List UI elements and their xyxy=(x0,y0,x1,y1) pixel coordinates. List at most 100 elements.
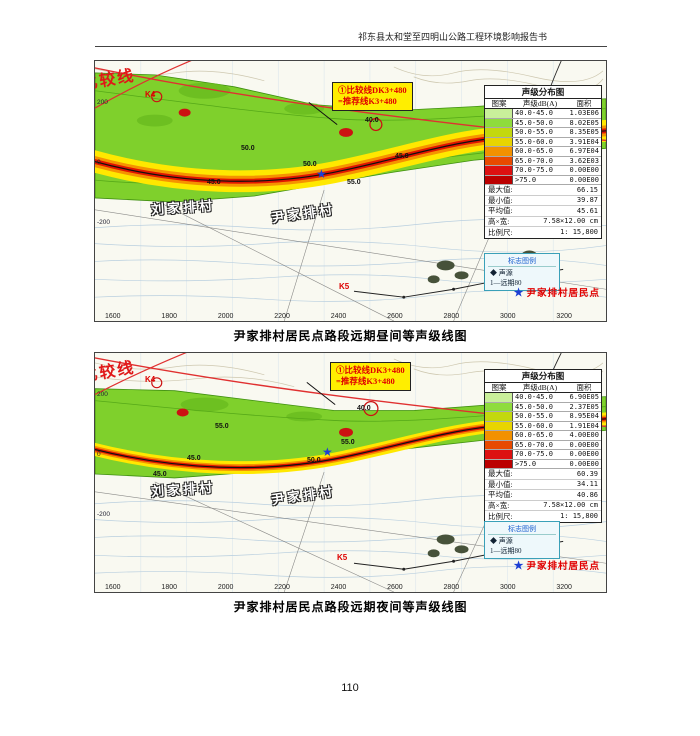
resident-point-label: ★ 尹家排村居民点 xyxy=(514,285,600,299)
x-axis-tick: 2200 xyxy=(274,313,290,320)
legend-row: 45.0-50.0 8.02E05 xyxy=(485,118,601,129)
stat-label: 高×宽: xyxy=(488,500,510,510)
legend-row: 70.0-75.0 0.00E00 xyxy=(485,166,601,176)
contour-label: 40.0 xyxy=(357,405,371,412)
legend-range: 60.0-65.0 xyxy=(515,147,553,156)
x-axis-tick: 3000 xyxy=(499,584,516,591)
mark-legend-title: 标志图例 xyxy=(488,256,556,267)
legend-swatch xyxy=(485,459,513,469)
legend-area: 8.95E04 xyxy=(569,412,599,421)
legend-row: 40.0-45.0 6.90E05 xyxy=(485,393,601,403)
legend-col-level: 声级dB(A) xyxy=(522,99,558,109)
contour-label: 55.0 xyxy=(215,423,229,430)
legend-area: 0.00E00 xyxy=(569,440,599,449)
stat-value: 60.39 xyxy=(576,469,598,478)
map-day: 比较线 ①比较线DK3+480 =推荐线K3+480 刘家排村 尹家排村 50.… xyxy=(94,60,607,322)
legend-row: 65.0-70.0 3.62E03 xyxy=(485,156,601,167)
station-marker-k4: K4 xyxy=(145,375,156,384)
x-axis-tick: 1800 xyxy=(161,584,177,591)
resident-label-text: 尹家排村居民点 xyxy=(526,289,600,299)
legend-range: 55.0-60.0 xyxy=(515,137,553,146)
legend-row: 50.0-55.0 8.95E04 xyxy=(485,412,601,422)
legend-range: 70.0-75.0 xyxy=(515,166,553,175)
legend-area: 8.35E05 xyxy=(569,128,599,137)
legend-range: 50.0-55.0 xyxy=(515,412,553,421)
mark-legend-item-period: 1—远期80 xyxy=(490,279,522,287)
legend-stat-max: 最大值: 66.15 xyxy=(485,185,601,196)
contour-label: 45.0 xyxy=(395,153,409,160)
x-axis-tick: 3200 xyxy=(556,313,572,320)
x-axis-tick: 2800 xyxy=(443,584,460,591)
legend-area: 0.00E00 xyxy=(569,166,599,175)
mark-legend-item-period: 1—远期80 xyxy=(490,547,522,555)
legend-row: >75.0 0.00E00 xyxy=(485,459,601,470)
contour-label: 45.0 xyxy=(153,471,167,478)
stat-label: 最小值: xyxy=(488,479,513,489)
legend-title: 声级分布图 xyxy=(485,370,601,384)
legend-range: 40.0-45.0 xyxy=(515,393,553,402)
legend-stat-scale: 比例尺: 1: 15,800 xyxy=(485,227,601,238)
legend-swatch xyxy=(485,128,513,137)
contour-label: 50.0 xyxy=(307,457,321,464)
stat-label: 最小值: xyxy=(488,195,513,205)
legend-swatch xyxy=(485,118,513,128)
legend-swatch xyxy=(485,109,513,118)
legend-stat-avg: 平均值: 40.86 xyxy=(485,490,601,501)
legend-swatch xyxy=(485,412,513,421)
stat-label: 最大值: xyxy=(488,469,513,479)
resident-label-text: 尹家排村居民点 xyxy=(526,562,600,572)
stat-label: 高×宽: xyxy=(488,216,510,226)
map-night: 比较线 ①比较线DK3+480 =推荐线K3+480 刘家排村 尹家排村 55.… xyxy=(94,352,607,593)
legend-col-area: 面积 xyxy=(576,99,592,109)
legend-col-level: 声级dB(A) xyxy=(522,383,558,393)
x-axis-tick: 2400 xyxy=(330,313,347,320)
legend-swatch xyxy=(485,393,513,402)
x-axis-tick: 2600 xyxy=(387,584,403,591)
callout-line2: =推荐线K3+480 xyxy=(336,376,395,387)
legend-range: 50.0-55.0 xyxy=(515,128,553,137)
y-axis-tick: 200 xyxy=(97,391,108,398)
figure-day-caption: 尹家排村居民点路段远期昼间等声级线图 xyxy=(233,329,468,343)
noise-level-legend: 声级分布图 图案 声级dB(A) 面积 40.0-45.0 1.03E06 45… xyxy=(484,85,602,239)
legend-range: 45.0-50.0 xyxy=(515,402,553,411)
legend-swatch xyxy=(485,147,513,156)
legend-swatch xyxy=(485,137,513,147)
noise-source-star-icon: ★ xyxy=(316,167,327,181)
figure-night: 比较线 ①比较线DK3+480 =推荐线K3+480 刘家排村 尹家排村 55.… xyxy=(94,352,607,615)
station-callout: ①比较线DK3+480 =推荐线K3+480 xyxy=(332,82,413,111)
noise-level-legend: 声级分布图 图案 声级dB(A) 面积 40.0-45.0 6.90E05 45… xyxy=(484,369,602,523)
mark-legend: 标志图例 ◆ 声源 1—远期80 xyxy=(484,253,560,291)
mark-legend: 标志图例 ◆ 声源 1—远期80 xyxy=(484,521,560,559)
legend-area: 2.37E05 xyxy=(569,402,599,411)
legend-range: 40.0-45.0 xyxy=(515,109,553,118)
legend-area: 0.00E00 xyxy=(569,175,599,184)
stat-value: 40.86 xyxy=(576,490,598,499)
legend-range: 65.0-70.0 xyxy=(515,440,553,449)
legend-range: 55.0-60.0 xyxy=(515,421,553,430)
stat-label: 平均值: xyxy=(488,206,513,216)
legend-swatch xyxy=(485,421,513,431)
legend-header-row: 图案 声级dB(A) 面积 xyxy=(485,99,601,110)
legend-swatch xyxy=(485,166,513,175)
legend-area: 4.00E00 xyxy=(569,431,599,440)
x-axis-ticks: 1600 1800 2000 2200 2400 2600 2800 3000 … xyxy=(105,584,572,591)
callout-line1: ①比较线DK3+480 xyxy=(336,365,405,375)
y-axis-tick: -200 xyxy=(97,219,111,226)
legend-stat-max: 最大值: 60.39 xyxy=(485,469,601,480)
x-axis-tick: 2200 xyxy=(274,584,290,591)
legend-area: 3.91E04 xyxy=(569,137,599,146)
stat-value: 7.58×12.00 cm xyxy=(543,217,598,226)
resident-point-label: ★ 尹家排村居民点 xyxy=(514,558,600,572)
legend-range: 60.0-65.0 xyxy=(515,431,553,440)
legend-header-row: 图案 声级dB(A) 面积 xyxy=(485,383,601,394)
stat-value: 7.58×12.00 cm xyxy=(543,501,598,510)
x-axis-tick: 2000 xyxy=(217,584,234,591)
stat-value: 1: 15,800 xyxy=(560,512,598,521)
legend-col-pattern: 图案 xyxy=(491,99,507,109)
contour-label: 45.0 xyxy=(207,179,221,186)
mark-legend-title: 标志图例 xyxy=(488,524,556,535)
legend-row: 60.0-65.0 4.00E00 xyxy=(485,431,601,441)
legend-area: 1.91E04 xyxy=(569,421,599,430)
legend-range: >75.0 xyxy=(515,175,537,184)
resident-star-icon: ★ xyxy=(513,560,525,572)
